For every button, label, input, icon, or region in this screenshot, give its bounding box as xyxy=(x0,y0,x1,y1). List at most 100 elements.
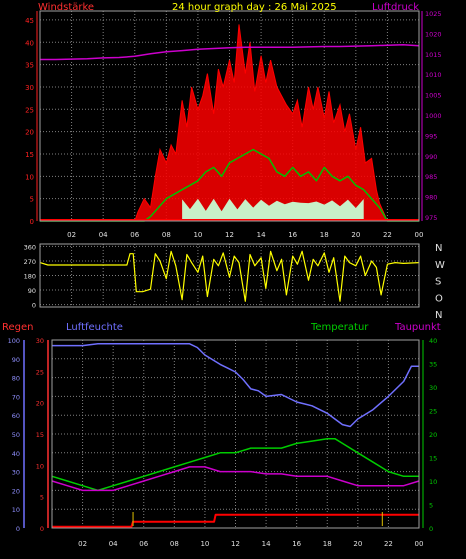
wind-panel-x-tick-12: 12 xyxy=(225,231,234,239)
direction-compass-S-2: S xyxy=(435,277,441,288)
direction-panel-frame xyxy=(39,243,420,308)
rain-tick-0: 0 xyxy=(40,525,44,533)
temperature-tick-5: 5 xyxy=(429,502,433,510)
wind-speed-series xyxy=(40,24,419,222)
wind-panel-x-tick-10: 10 xyxy=(193,231,202,239)
temperature-tick-20: 20 xyxy=(429,431,437,439)
rain-tick-30: 30 xyxy=(36,337,44,345)
rain-tick-25: 25 xyxy=(36,368,44,376)
graph-title: 24 hour graph day : 26 Mai 2025 xyxy=(172,2,337,13)
rain-tick-10: 10 xyxy=(36,462,44,470)
pressure-tick-1010: 1010 xyxy=(425,71,442,79)
pressure-axis-title: Luftdruck xyxy=(372,2,420,13)
wind-panel-x-tick-06: 06 xyxy=(130,231,139,239)
climate-panel-x-tick-22: 22 xyxy=(384,540,393,548)
pressure-tick-975: 975 xyxy=(425,214,437,222)
humidity-tick-20: 20 xyxy=(12,487,20,495)
wind-panel-x-tick-20: 20 xyxy=(351,231,360,239)
temperature-tick-40: 40 xyxy=(429,337,437,345)
direction-compass-W-1: W xyxy=(435,260,445,271)
climate-panel-x-tick-20: 20 xyxy=(353,540,362,548)
pressure-tick-1020: 1020 xyxy=(425,30,442,38)
humidity-tick-70: 70 xyxy=(12,393,20,401)
humidity-tick-60: 60 xyxy=(12,412,20,420)
rain-legend-label: Regen xyxy=(2,322,34,333)
climate-panel-x-tick-04: 04 xyxy=(109,540,118,548)
direction-compass-N-4: N xyxy=(435,310,442,321)
humidity-tick-80: 80 xyxy=(12,375,20,383)
rain-series xyxy=(52,513,419,528)
pressure-tick-1005: 1005 xyxy=(425,92,442,100)
wind-tick-45: 45 xyxy=(25,17,34,25)
pressure-tick-1025: 1025 xyxy=(425,10,442,18)
climate-panel-x-tick-06: 06 xyxy=(139,540,148,548)
climate-panel-x-tick-18: 18 xyxy=(323,540,332,548)
direction-tick-0: 0 xyxy=(32,302,36,310)
climate-panel-x-tick-14: 14 xyxy=(262,540,271,548)
direction-tick-90: 90 xyxy=(28,287,36,295)
humidity-tick-0: 0 xyxy=(16,525,20,533)
direction-tick-360: 360 xyxy=(24,243,36,251)
wind-tick-0: 0 xyxy=(30,218,34,226)
direction-compass-N-0: N xyxy=(435,243,442,254)
temperature-tick-30: 30 xyxy=(429,384,437,392)
climate-panel-x-tick-02: 02 xyxy=(78,540,87,548)
dewpoint-legend-label: Taupunkt xyxy=(395,322,441,333)
pressure-tick-995: 995 xyxy=(425,132,437,140)
temperature-tick-25: 25 xyxy=(429,408,437,416)
wind-tick-10: 10 xyxy=(25,173,34,181)
pressure-tick-1000: 1000 xyxy=(425,112,442,120)
wind-tick-25: 25 xyxy=(25,106,34,114)
pressure-tick-985: 985 xyxy=(425,173,437,181)
rain-tick-20: 20 xyxy=(36,400,44,408)
climate-panel-x-tick-00: 00 xyxy=(415,540,424,548)
humidity-tick-40: 40 xyxy=(12,450,20,458)
dewpoint-series xyxy=(51,466,420,492)
rain-tick-15: 15 xyxy=(36,431,44,439)
temperature-tick-0: 0 xyxy=(429,525,433,533)
rain-tick-5: 5 xyxy=(40,494,44,502)
humidity-legend-label: Luftfeuchte xyxy=(66,322,123,333)
pressure-tick-990: 990 xyxy=(425,153,437,161)
pressure-series xyxy=(40,44,420,61)
climate-panel-x-tick-08: 08 xyxy=(170,540,179,548)
temperature-tick-35: 35 xyxy=(429,361,437,369)
temperature-series xyxy=(51,437,419,492)
wind-panel-x-tick-14: 14 xyxy=(257,231,266,239)
temperature-tick-15: 15 xyxy=(429,455,437,463)
wind-average-series xyxy=(40,148,419,222)
wind-direction-series xyxy=(39,250,420,302)
climate-panel-frame xyxy=(51,339,420,529)
wind-tick-35: 35 xyxy=(25,62,34,70)
humidity-tick-90: 90 xyxy=(12,356,20,364)
wind-tick-5: 5 xyxy=(30,196,34,204)
direction-tick-180: 180 xyxy=(24,273,36,281)
wind-panel-x-tick-04: 04 xyxy=(99,231,108,239)
wind-panel-x-tick-08: 08 xyxy=(162,231,171,239)
pressure-tick-980: 980 xyxy=(425,194,437,202)
direction-tick-270: 270 xyxy=(24,258,36,266)
wind-tick-20: 20 xyxy=(25,129,34,137)
pressure-tick-1015: 1015 xyxy=(425,51,442,59)
temperature-legend-label: Temperatur xyxy=(311,322,369,333)
wind-panel-x-tick-22: 22 xyxy=(383,231,392,239)
wind-tick-15: 15 xyxy=(25,151,34,159)
humidity-tick-50: 50 xyxy=(12,431,20,439)
humidity-tick-100: 100 xyxy=(8,337,20,345)
wind-panel-frame xyxy=(39,10,420,222)
humidity-tick-10: 10 xyxy=(12,506,20,514)
humidity-series xyxy=(52,343,419,428)
wind-panel-x-tick-18: 18 xyxy=(320,231,329,239)
wind-panel-x-tick-02: 02 xyxy=(67,231,76,239)
wind-tick-30: 30 xyxy=(25,84,34,92)
temperature-tick-10: 10 xyxy=(429,478,437,486)
climate-panel-x-tick-10: 10 xyxy=(200,540,209,548)
wind-panel-x-tick-00: 00 xyxy=(415,231,424,239)
wind-tick-40: 40 xyxy=(25,39,34,47)
direction-compass-O-3: O xyxy=(435,293,443,304)
humidity-tick-30: 30 xyxy=(12,469,20,477)
wind-min-area xyxy=(182,198,364,221)
climate-panel-x-tick-16: 16 xyxy=(292,540,301,548)
wind-axis-title: Windstärke xyxy=(38,2,95,13)
